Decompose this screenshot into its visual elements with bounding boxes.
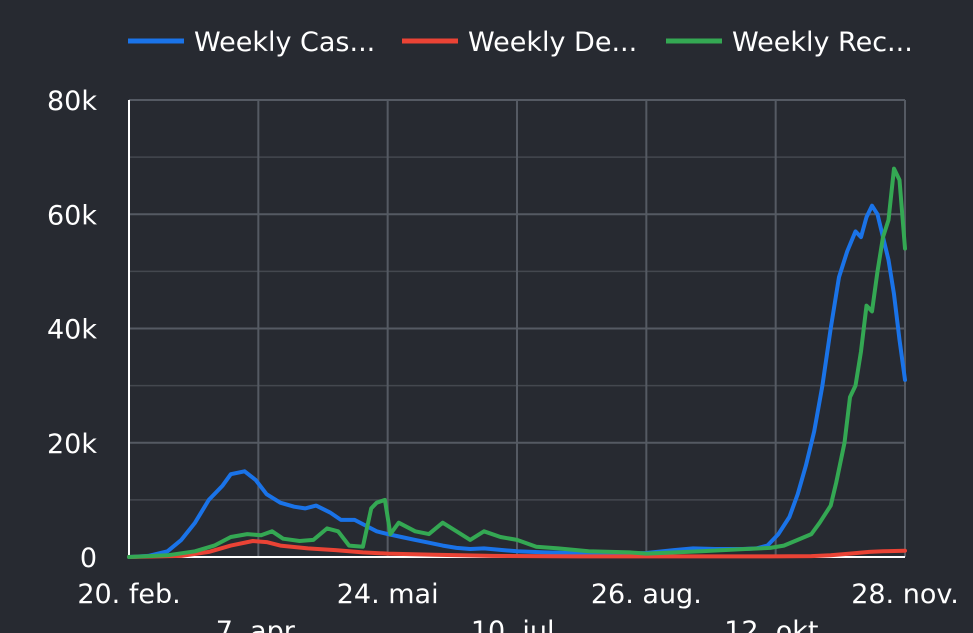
x-tick-label: 26. aug. — [591, 579, 702, 610]
y-tick-label: 60k — [47, 200, 97, 231]
series-line-1 — [127, 203, 907, 559]
legend[interactable]: Weekly Cas... Weekly De... Weekly Rec... — [128, 27, 913, 58]
series-lines — [127, 166, 907, 559]
x-tick-label: 20. feb. — [77, 579, 180, 610]
x-tick-label: 28. nov. — [851, 579, 959, 610]
legend-label: Weekly De... — [468, 27, 637, 58]
x-tick-label: 24. mai — [337, 579, 439, 610]
grid — [128, 99, 906, 558]
legend-item-3[interactable]: Weekly Rec... — [666, 27, 913, 58]
x-tick-label: 7. apr. — [216, 616, 301, 633]
x-tick-label: 10. jul. — [471, 616, 563, 633]
axes: 20. feb. 7. apr. 24. mai 10. jul. 26. aug. 12… — [47, 86, 959, 633]
legend-item-1[interactable]: Weekly Cas... — [128, 27, 375, 58]
legend-label: Weekly Cas... — [194, 27, 375, 58]
y-tick-label: 40k — [47, 315, 97, 346]
legend-label: Weekly Rec... — [732, 27, 913, 58]
series-line-3 — [127, 166, 907, 559]
series-line-2 — [127, 539, 907, 559]
y-tick-label: 0 — [80, 543, 97, 574]
y-tick-label: 80k — [47, 86, 97, 117]
y-tick-label: 20k — [47, 429, 97, 460]
x-tick-label: 12. okt. — [724, 616, 827, 633]
legend-item-2[interactable]: Weekly De... — [402, 27, 637, 58]
